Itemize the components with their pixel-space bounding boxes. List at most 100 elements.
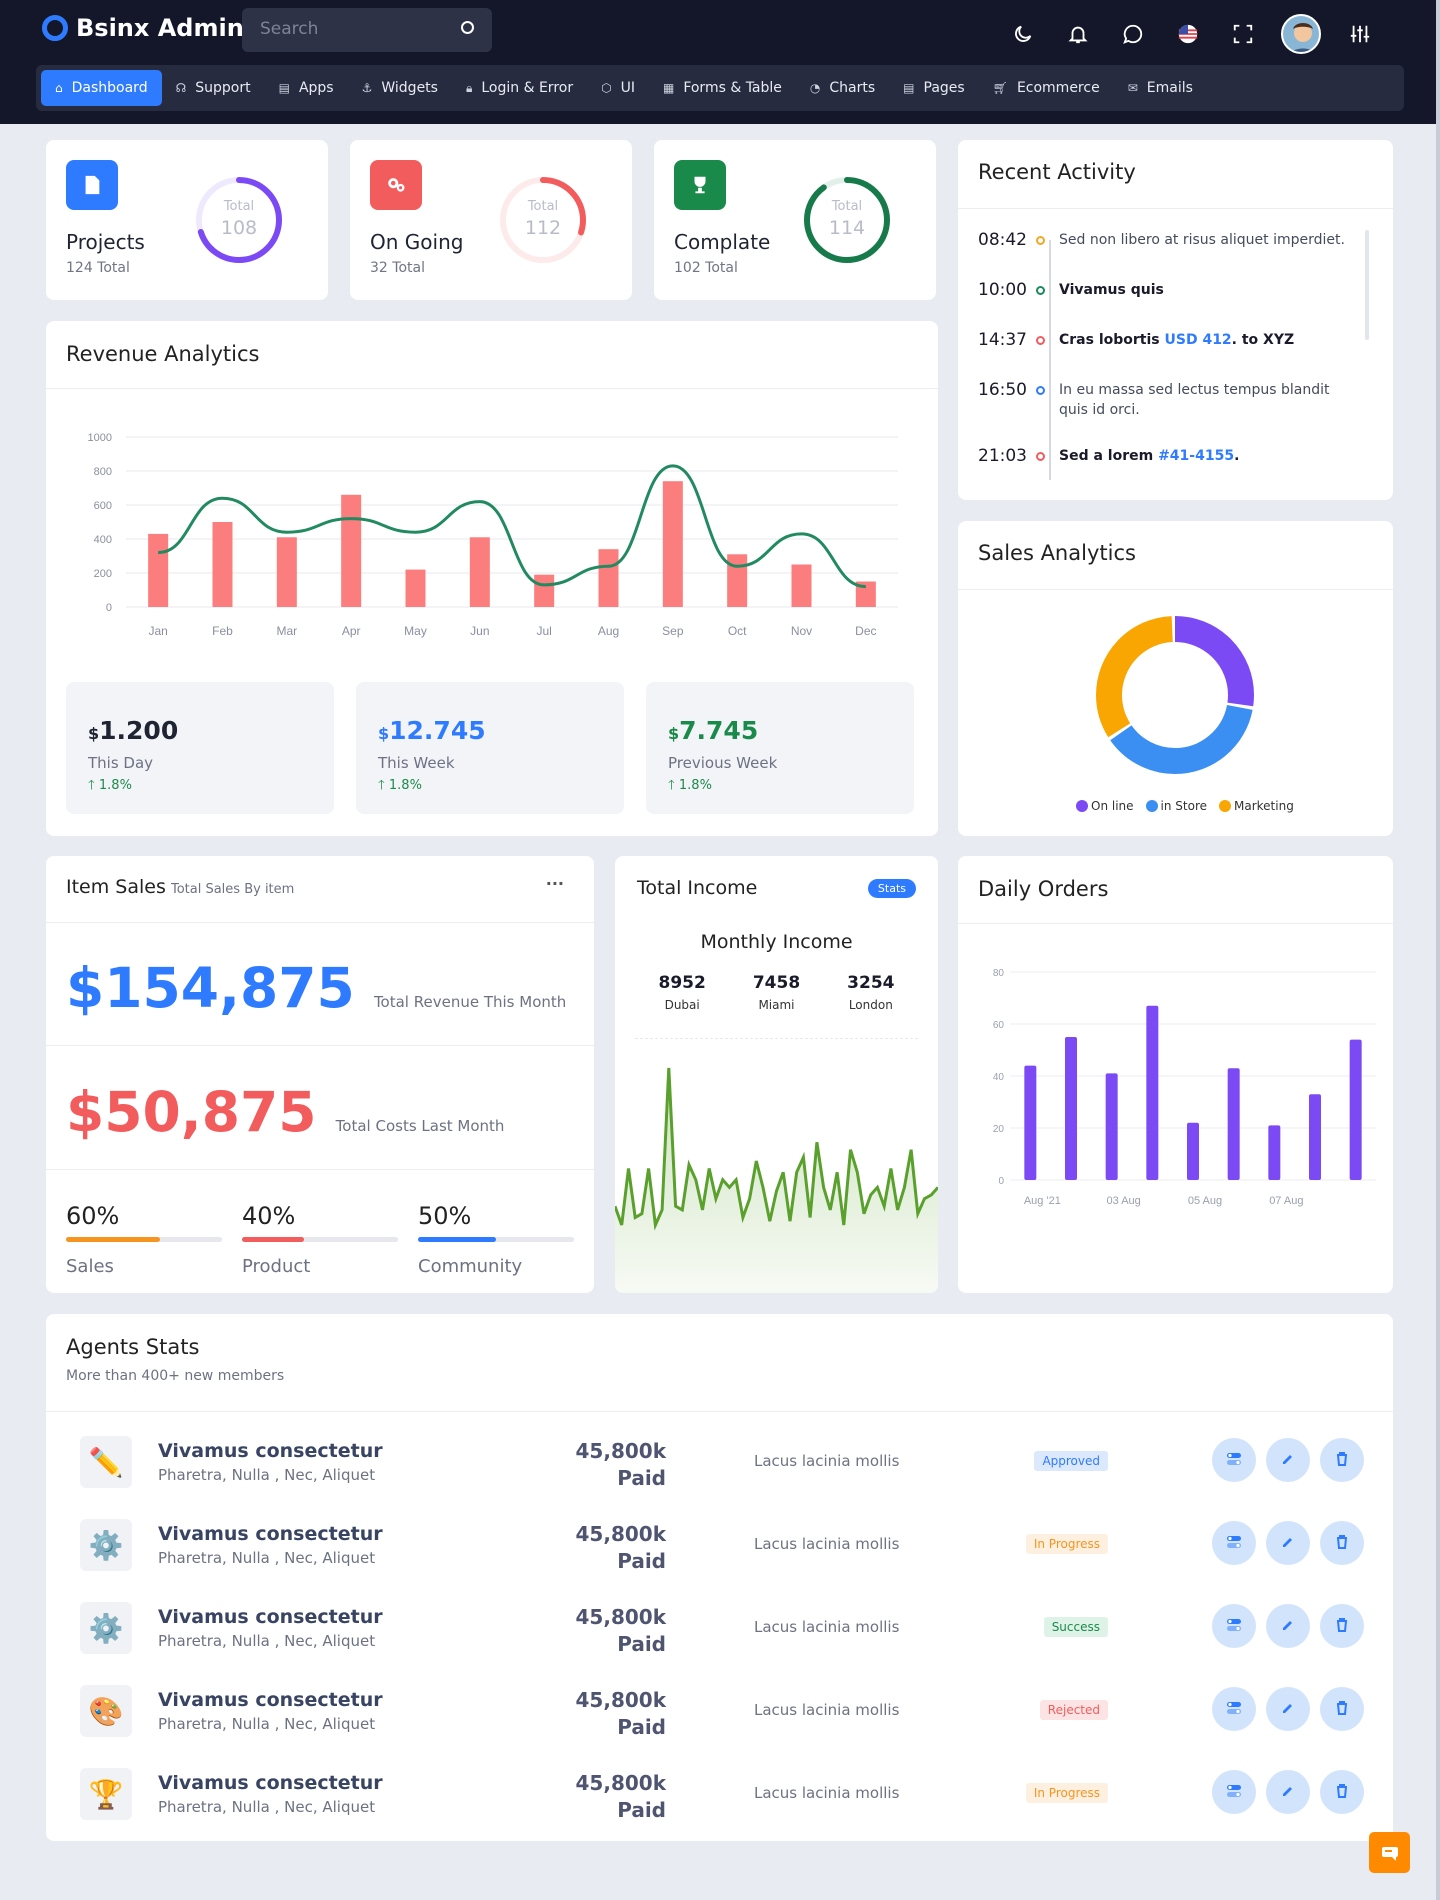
toggle-icon xyxy=(1226,1451,1242,1470)
agent-description: Lacus lacinia mollis xyxy=(754,1701,900,1719)
brand-logo[interactable]: Bsinx Admin xyxy=(42,14,244,42)
delete-button[interactable] xyxy=(1320,1770,1364,1814)
stat-title: Projects xyxy=(66,230,145,254)
agent-avatar-icon: ⚙️ xyxy=(80,1602,132,1654)
toggle-button[interactable] xyxy=(1212,1438,1256,1482)
arrow-up-icon: 🡑 xyxy=(88,778,99,793)
nav-item-charts[interactable]: ◔ Charts xyxy=(796,70,889,106)
settings-sliders-icon[interactable] xyxy=(1343,18,1376,51)
edit-button[interactable] xyxy=(1266,1687,1310,1731)
amount-value: 45,800k xyxy=(575,1522,666,1546)
activity-time: 08:42 xyxy=(978,230,1027,250)
agent-avatar-icon: 🎨 xyxy=(80,1685,132,1737)
edit-button[interactable] xyxy=(1266,1521,1310,1565)
activity-item: 16:50 In eu massa sed lectus tempus bland… xyxy=(978,380,1378,420)
nav-item-dashboard[interactable]: ⌂ Dashboard xyxy=(41,70,162,106)
nav-label: Forms & Table xyxy=(683,80,782,96)
legend-swatch xyxy=(1219,800,1232,812)
chat-icon[interactable] xyxy=(1116,18,1149,51)
activity-scrollbar[interactable] xyxy=(1365,230,1369,340)
paid-label: Paid xyxy=(617,1798,666,1822)
status-text: In Progress xyxy=(1025,1783,1108,1803)
revenue-mini-stat: $7.745 Previous Week 🡑 1.8% xyxy=(646,682,914,814)
revenue-bar xyxy=(341,494,362,607)
donut-slice xyxy=(1096,616,1254,774)
paid-label: Paid xyxy=(617,1632,666,1656)
bell-icon[interactable] xyxy=(1061,18,1094,51)
nav-item-emails[interactable]: ✉ Emails xyxy=(1114,70,1207,106)
mini-label: Previous Week xyxy=(668,754,778,772)
amount: 7.745 xyxy=(679,716,759,745)
nav-label: Support xyxy=(195,80,251,96)
edit-button[interactable] xyxy=(1266,1604,1310,1648)
box-icon: ⬡ xyxy=(601,81,612,95)
edit-button[interactable] xyxy=(1266,1770,1310,1814)
activity-link[interactable]: #41-4155 xyxy=(1158,448,1235,464)
chat-fab-button[interactable] xyxy=(1369,1832,1410,1873)
progress-ring: Total 112 xyxy=(498,175,588,265)
legend-item[interactable]: Marketing xyxy=(1219,799,1294,813)
agent-name[interactable]: Vivamus consectetur xyxy=(158,1523,383,1545)
delete-button[interactable] xyxy=(1320,1438,1364,1482)
x-tick-label: Apr xyxy=(342,624,361,638)
scrollbar[interactable] xyxy=(1436,0,1440,1900)
activity-link[interactable]: USD 412 xyxy=(1164,332,1232,348)
delete-button[interactable] xyxy=(1320,1521,1364,1565)
agent-name[interactable]: Vivamus consectetur xyxy=(158,1772,383,1794)
nav-item-support[interactable]: ☊ Support xyxy=(162,70,265,106)
mail-icon: ✉ xyxy=(1127,81,1138,95)
agent-name[interactable]: Vivamus consectetur xyxy=(158,1606,383,1628)
agent-description: Lacus lacinia mollis xyxy=(754,1784,900,1802)
card-subtitle: Total Sales By item xyxy=(170,882,295,897)
toggle-button[interactable] xyxy=(1212,1770,1256,1814)
x-tick-label: Mar xyxy=(276,624,297,638)
toggle-button[interactable] xyxy=(1212,1687,1256,1731)
main-nav: ⌂ Dashboard ☊ Support ▤ Apps ⚓ Widgets 🔒︎ Login &… xyxy=(36,65,1404,111)
delete-button[interactable] xyxy=(1320,1604,1364,1648)
legend-item[interactable]: On line xyxy=(1076,799,1134,813)
agent-name[interactable]: Vivamus consectetur xyxy=(158,1440,383,1462)
status-badge: In Progress xyxy=(1025,1533,1108,1554)
avatar[interactable] xyxy=(1281,14,1321,54)
currency: $ xyxy=(668,724,680,743)
stat-card-on-going: On Going 32 Total Total 112 xyxy=(350,140,632,300)
nav-item-ecommerce[interactable]: 🛒︎ Ecommerce xyxy=(979,70,1114,106)
nav-item-login-error[interactable]: 🔒︎ Login & Error xyxy=(452,70,587,106)
activity-text: In eu massa sed lectus tempus blandit qu… xyxy=(1059,380,1349,420)
nav-item-widgets[interactable]: ⚓ Widgets xyxy=(348,70,452,106)
status-text: Approved xyxy=(1034,1451,1108,1471)
progress-item: 60% Sales xyxy=(66,1202,222,1277)
table-row: ⚙️ Vivamus consectetur Pharetra, Nulla , N… xyxy=(46,1588,1398,1672)
moon-icon[interactable] xyxy=(1006,18,1039,51)
agent-name[interactable]: Vivamus consectetur xyxy=(158,1689,383,1711)
agent-amount: 45,800k Paid xyxy=(516,1687,666,1741)
search-input[interactable]: Search xyxy=(242,8,492,52)
us-flag-icon[interactable] xyxy=(1171,18,1204,51)
nav-item-forms-table[interactable]: ▦ Forms & Table xyxy=(649,70,796,106)
orders-bar xyxy=(1268,1125,1281,1180)
stats-badge[interactable]: Stats xyxy=(867,879,916,898)
row-actions xyxy=(1212,1438,1364,1482)
x-tick-label: Sep xyxy=(662,624,684,638)
search-icon[interactable] xyxy=(461,21,474,34)
orders-bar xyxy=(1146,1005,1159,1180)
legend-item[interactable]: in Store xyxy=(1145,799,1207,813)
stat-card-complate: Complate 102 Total Total 114 xyxy=(654,140,936,300)
more-options-icon[interactable]: ··· xyxy=(545,874,564,893)
agent-icon-glyph: ⚙️ xyxy=(88,1528,124,1562)
delete-button[interactable] xyxy=(1320,1687,1364,1731)
fullscreen-icon[interactable] xyxy=(1226,18,1259,51)
y-tick-label: 800 xyxy=(94,466,112,478)
nav-item-pages[interactable]: ▤ Pages xyxy=(889,70,979,106)
x-tick-label: Aug xyxy=(598,624,619,638)
nav-item-ui[interactable]: ⬡ UI xyxy=(587,70,649,106)
nav-item-apps[interactable]: ▤ Apps xyxy=(265,70,348,106)
agent-icon-glyph: ⚙️ xyxy=(88,1611,124,1645)
edit-button[interactable] xyxy=(1266,1438,1310,1482)
y-tick-label: 20 xyxy=(993,1124,1005,1135)
agent-icon-glyph: 🏆 xyxy=(88,1777,124,1811)
agent-icon-glyph: 🎨 xyxy=(88,1694,124,1728)
toggle-button[interactable] xyxy=(1212,1521,1256,1565)
toggle-button[interactable] xyxy=(1212,1604,1256,1648)
activity-text-main: Cras lobortis xyxy=(1059,332,1165,348)
